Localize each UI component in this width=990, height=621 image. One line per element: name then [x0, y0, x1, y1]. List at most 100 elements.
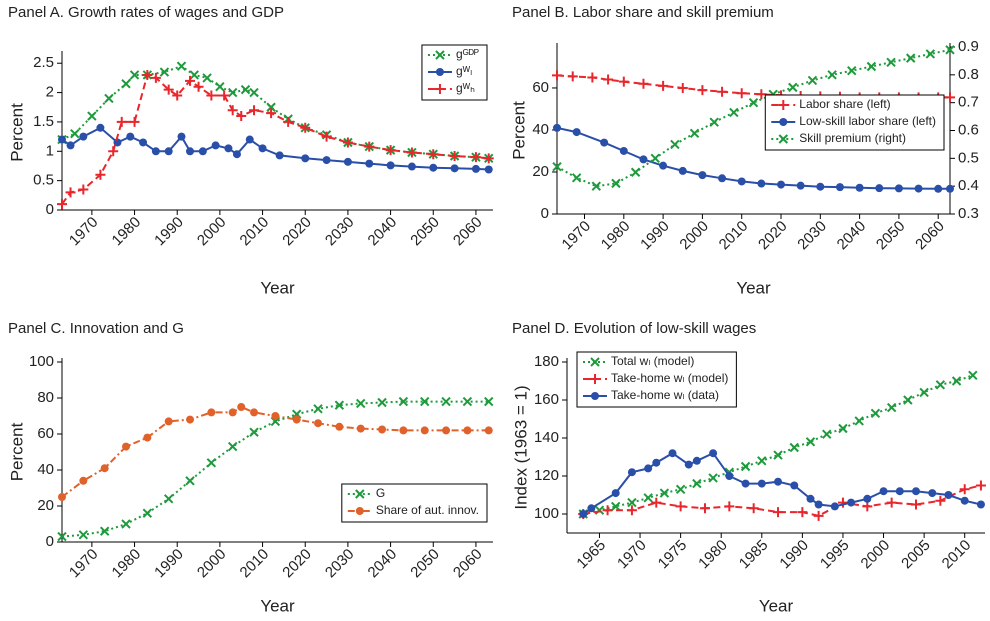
x-tick-label: 2000 — [676, 218, 712, 254]
x-tick-label: 1980 — [598, 218, 634, 254]
marker — [314, 419, 323, 428]
y-tick-label: 140 — [534, 429, 559, 446]
marker — [591, 181, 602, 191]
marker — [652, 458, 661, 467]
marker — [630, 167, 641, 177]
marker — [356, 398, 366, 409]
marker — [355, 507, 364, 515]
legend-label: Total wₗ (model) — [611, 354, 694, 368]
legend-label: gᵂₕ — [456, 81, 475, 95]
marker — [670, 139, 680, 150]
x-axis-label: Year — [736, 278, 771, 297]
series-line — [61, 405, 489, 498]
marker — [104, 93, 114, 104]
marker — [822, 429, 832, 439]
y-axis-label: Percent — [7, 103, 26, 162]
x-tick-label: 1990 — [151, 546, 187, 582]
marker — [58, 493, 66, 501]
marker — [778, 100, 789, 110]
legend: G Share of aut. innov. — [341, 483, 488, 523]
marker — [552, 70, 562, 81]
x-tick-label: 2060 — [450, 546, 486, 582]
x-tick-label: 1995 — [817, 537, 853, 573]
marker — [914, 184, 923, 193]
legend: gᴳᴰᴾ gᵂₗ gᵂₕ — [421, 44, 488, 101]
marker — [57, 531, 67, 542]
marker — [968, 370, 978, 381]
marker — [206, 458, 217, 468]
series-line — [556, 74, 950, 99]
marker — [946, 184, 954, 193]
x-tick-label: 1990 — [776, 537, 812, 573]
legend-label: G — [376, 486, 385, 500]
marker — [757, 456, 767, 466]
marker — [773, 450, 783, 460]
marker — [790, 481, 799, 490]
marker — [70, 128, 80, 139]
marker — [692, 478, 702, 489]
marker — [789, 442, 799, 453]
x-tick-label: 2010 — [939, 537, 975, 573]
marker — [805, 437, 816, 447]
marker — [724, 501, 735, 512]
marker — [219, 90, 230, 101]
marker — [788, 82, 798, 93]
marker — [126, 132, 135, 141]
series-line — [582, 451, 982, 515]
marker — [185, 476, 195, 486]
marker — [627, 468, 636, 477]
marker — [163, 494, 174, 504]
marker — [142, 69, 153, 80]
marker — [484, 165, 493, 174]
marker — [224, 144, 233, 153]
marker — [976, 500, 985, 509]
x-tick-label: 2030 — [794, 218, 830, 254]
x-tick-label: 2050 — [407, 546, 443, 582]
marker — [342, 137, 353, 148]
marker — [553, 123, 561, 132]
series-line — [61, 126, 489, 171]
x-tick-label: 2010 — [237, 546, 273, 582]
x-tick-label: 2000 — [858, 537, 894, 573]
marker — [717, 86, 728, 97]
marker — [935, 495, 946, 506]
marker — [407, 162, 416, 171]
marker — [385, 145, 396, 156]
marker — [449, 150, 460, 161]
marker — [777, 180, 786, 189]
y-axis-label: Percent — [7, 422, 26, 481]
y-tick-label: 180 — [534, 353, 559, 370]
marker — [945, 92, 955, 103]
marker — [232, 150, 241, 159]
marker — [699, 503, 710, 514]
marker — [176, 61, 187, 71]
marker — [378, 425, 387, 434]
x-tick-label: 2050 — [873, 218, 909, 254]
marker — [420, 396, 430, 407]
marker — [185, 75, 196, 86]
marker — [198, 147, 207, 156]
marker — [741, 479, 750, 488]
marker — [151, 147, 160, 156]
x-tick-label: 2005 — [898, 537, 934, 573]
marker — [863, 494, 872, 503]
marker — [959, 484, 970, 495]
x-axis-label: Year — [260, 278, 295, 297]
marker — [590, 357, 600, 367]
panel-title: Panel C. Innovation and G — [8, 320, 184, 337]
y-tick-label: 0 — [46, 201, 54, 218]
y2-tick-label: 0.8 — [958, 66, 979, 83]
marker — [594, 505, 605, 515]
marker — [816, 182, 825, 191]
marker — [552, 161, 562, 172]
legend-box — [341, 483, 488, 523]
marker — [855, 183, 864, 192]
y-tick-label: 1 — [46, 142, 54, 159]
marker — [471, 164, 480, 173]
marker — [600, 138, 609, 147]
marker — [462, 396, 473, 407]
y-tick-label: 40 — [532, 121, 549, 138]
marker — [675, 484, 686, 495]
marker — [835, 183, 844, 192]
x-tick-label: 2040 — [834, 218, 870, 254]
